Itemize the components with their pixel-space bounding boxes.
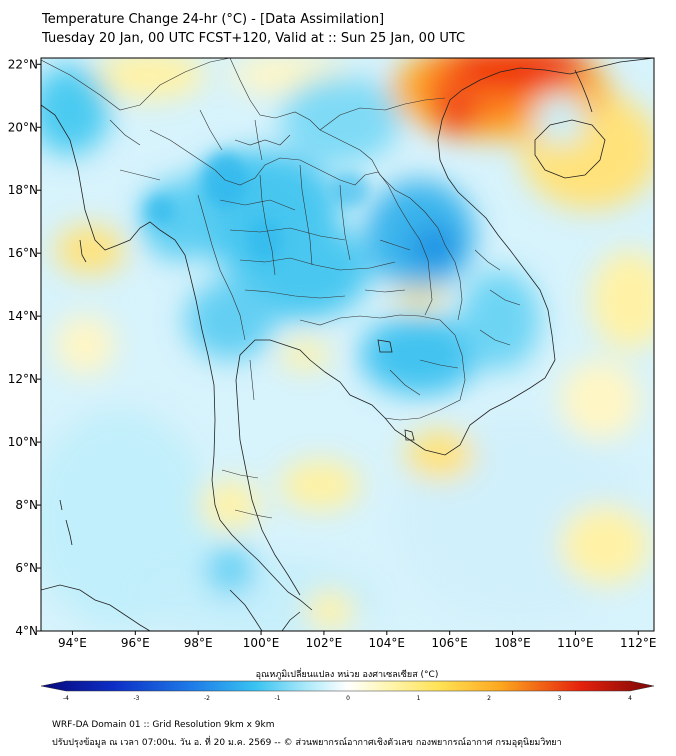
temperature-field (41, 58, 654, 631)
lon-tick-label: 106°E (431, 636, 468, 650)
colorbar-tick-label: -2 (204, 695, 210, 702)
lon-tick-label: 98°E (184, 636, 213, 650)
lat-tick-label: 12°N (8, 372, 38, 386)
lat-tick-label: 22°N (8, 57, 38, 71)
coastline (41, 58, 654, 631)
colorbar-ticks: -4 -3 -2 -1 0 1 2 3 4 (63, 695, 632, 702)
lon-tick-label: 112°E (620, 636, 657, 650)
map-title: Temperature Change 24-hr (°C) - [Data As… (42, 12, 385, 27)
colorbar: อุณหภูมิเปลี่ยนแปลง หน่วย องศาเซลเซียส (… (40, 667, 655, 702)
colorbar-tick-label: -4 (63, 695, 69, 702)
lat-tick-label: 16°N (8, 246, 38, 260)
colorbar-tick-label: 1 (417, 695, 421, 702)
colorbar-tick-label: 3 (558, 695, 562, 702)
latitude-axis: 22°N 20°N 18°N 16°N 14°N 12°N 10°N 8°N 6°N 4°N (8, 57, 41, 638)
lat-tick-label: 4°N (15, 624, 38, 638)
lat-tick-label: 6°N (15, 561, 38, 575)
country-borders (41, 58, 521, 519)
colorbar-tick-label: -3 (134, 695, 140, 702)
lat-tick-label: 14°N (8, 309, 38, 323)
colorbar-title: อุณหภูมิเปลี่ยนแปลง หน่วย องศาเซลเซียส (… (256, 667, 439, 680)
colorbar-tick-label: 2 (487, 695, 491, 702)
map-subtitle: Tuesday 20 Jan, 00 UTC FCST+120, Valid a… (42, 31, 466, 46)
colorbar-bar (40, 680, 655, 692)
footer-update-info: ปรับปรุงข้อมูล ณ เวลา 07:00น. วัน อ. ที่… (52, 738, 562, 748)
lat-tick-label: 10°N (8, 435, 38, 449)
lon-tick-label: 108°E (494, 636, 531, 650)
lon-tick-label: 102°E (306, 636, 343, 650)
colorbar-tick-label: -1 (275, 695, 281, 702)
footer-model-info: WRF-DA Domain 01 :: Grid Resolution 9km … (52, 720, 275, 730)
longitude-axis: 94°E 96°E 98°E 100°E 102°E 104°E 106°E 108°E 110… (58, 631, 657, 650)
map-frame (40, 57, 655, 632)
lat-tick-label: 18°N (8, 183, 38, 197)
lat-tick-label: 8°N (15, 498, 38, 512)
colorbar-tick-label: 0 (346, 695, 350, 702)
colorbar-tick-label: 4 (628, 695, 632, 702)
lon-tick-label: 110°E (557, 636, 594, 650)
lon-tick-label: 100°E (243, 636, 280, 650)
lon-tick-label: 96°E (121, 636, 150, 650)
lon-tick-label: 94°E (58, 636, 87, 650)
lat-tick-label: 20°N (8, 120, 38, 134)
lon-tick-label: 104°E (369, 636, 406, 650)
